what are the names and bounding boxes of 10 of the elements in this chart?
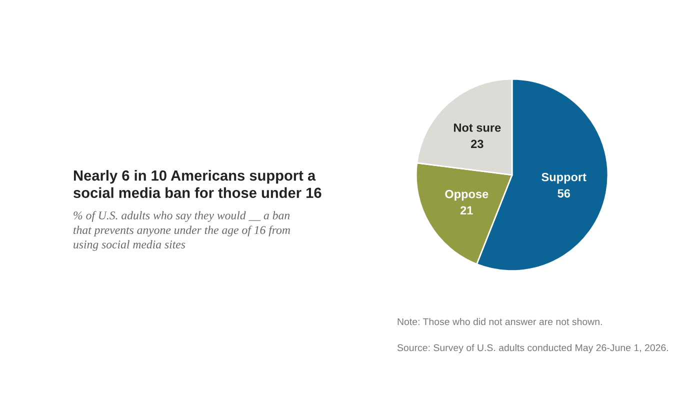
slice-label: Support xyxy=(542,172,586,184)
slice-label: Oppose xyxy=(445,190,488,201)
data-label: 56 xyxy=(558,189,570,198)
data-label: 21 xyxy=(460,206,473,214)
source-note: Source: Survey of U.S. adults conducted May 26-June 1, 2026. xyxy=(397,344,668,354)
text: Note: Those who did not answer are not shown. xyxy=(398,318,602,326)
data-label: 23 xyxy=(471,140,484,148)
slice-label: Not sure xyxy=(454,124,501,132)
text: % of U.S. adults who say they would __ a ban that prevents anyone under the age of 16 from using social media sites xyxy=(74,211,290,251)
text: Nearly 6 in 10 Americans support a social media ban for those under 16 xyxy=(74,170,322,198)
